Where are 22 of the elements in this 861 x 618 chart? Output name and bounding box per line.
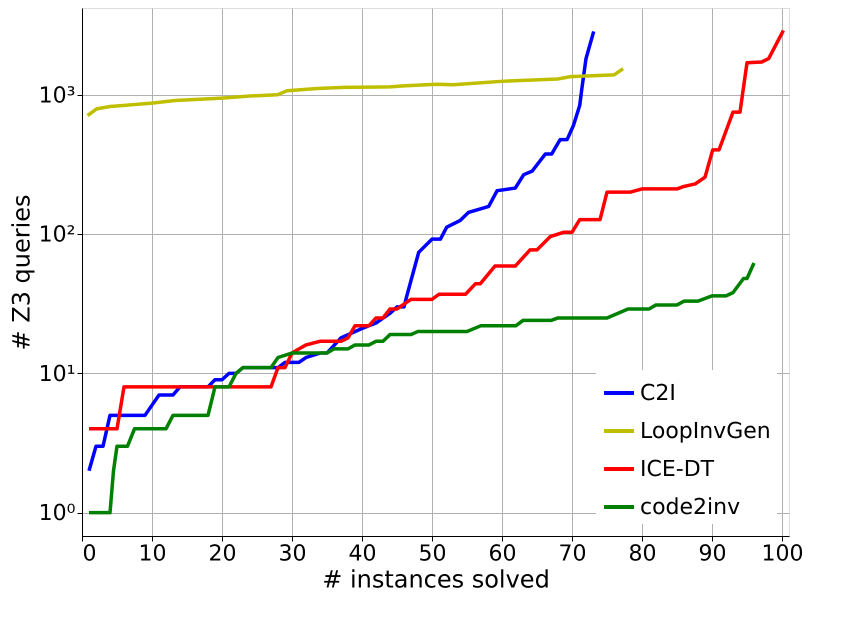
x-tick-label: 100 (762, 542, 804, 566)
y-tick-label: 10¹ (38, 362, 76, 387)
legend-label: LoopInvGen (640, 419, 771, 444)
x-tick-label: 80 (628, 542, 656, 566)
x-tick-label: 40 (348, 542, 376, 566)
x-tick-label: 50 (418, 542, 446, 566)
y-tick-label: 10⁰ (38, 501, 76, 526)
y-tick-label: 10³ (38, 83, 76, 108)
y-axis-title: # Z3 queries (8, 194, 36, 351)
y-tick-label: 10² (38, 222, 76, 248)
legend-label: ICE-DT (640, 457, 715, 482)
x-axis-title: # instances solved (322, 566, 550, 594)
legend-label: C2I (640, 381, 676, 406)
x-tick-label: 0 (82, 542, 96, 566)
legend-label: code2inv (640, 495, 740, 520)
x-tick-label: 60 (488, 542, 516, 566)
x-tick-label: 70 (558, 542, 586, 566)
x-tick-label: 10 (138, 542, 166, 566)
line-series (86, 66, 625, 118)
x-tick-label: 30 (278, 542, 306, 566)
x-tick-label: 20 (208, 542, 236, 566)
x-tick-label: 90 (698, 542, 726, 566)
